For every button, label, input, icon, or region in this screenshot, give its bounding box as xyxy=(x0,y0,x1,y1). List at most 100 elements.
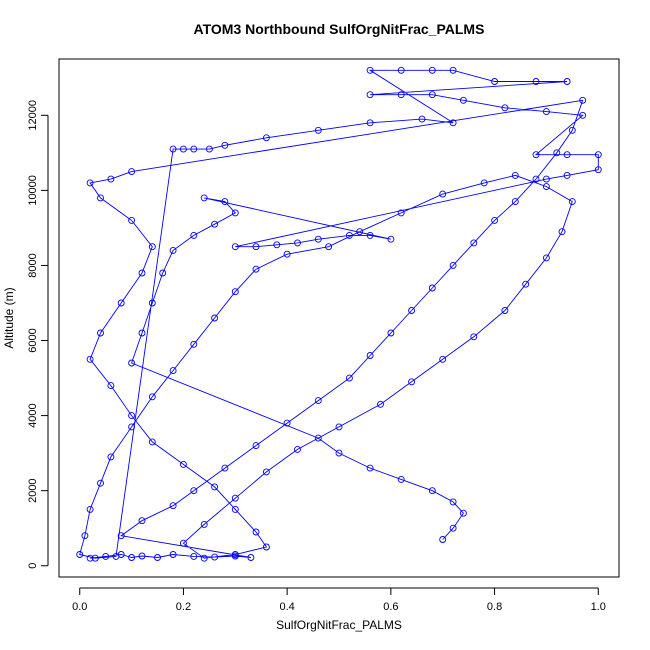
data-point xyxy=(128,168,136,176)
data-point xyxy=(190,487,198,495)
data-point xyxy=(532,151,540,159)
data-point xyxy=(76,551,84,558)
data-point xyxy=(247,554,255,561)
data-point xyxy=(459,509,467,517)
y-tick-label: 0 xyxy=(27,563,39,569)
data-point xyxy=(449,261,457,269)
y-tick-label: 6000 xyxy=(27,328,39,352)
data-point xyxy=(314,397,322,405)
data-point xyxy=(211,483,219,491)
data-point xyxy=(470,239,478,247)
data-point xyxy=(190,145,198,153)
data-point xyxy=(138,329,146,337)
data-point xyxy=(377,400,384,408)
data-point xyxy=(511,171,519,179)
data-point xyxy=(200,194,208,202)
data-point xyxy=(211,220,219,228)
data-point xyxy=(128,412,136,420)
data-point xyxy=(397,91,405,99)
data-point xyxy=(439,355,447,363)
data-point xyxy=(138,517,146,525)
data-point xyxy=(563,151,571,159)
data-point xyxy=(356,228,364,236)
x-tick-label: 1.0 xyxy=(591,601,606,613)
x-tick-label: 0.6 xyxy=(383,601,398,613)
data-point xyxy=(179,539,187,547)
data-point xyxy=(231,243,239,251)
data-point xyxy=(294,445,301,453)
data-point xyxy=(594,166,602,174)
x-tick-label: 0.4 xyxy=(279,601,294,613)
data-point xyxy=(594,151,602,159)
series-layer xyxy=(76,66,602,562)
data-point xyxy=(86,505,94,513)
plot-frame xyxy=(58,58,620,578)
data-point xyxy=(221,141,229,149)
data-point xyxy=(273,241,281,249)
data-point xyxy=(542,175,550,183)
data-point xyxy=(532,175,540,183)
data-point xyxy=(231,505,239,513)
x-tick-label: 0.8 xyxy=(487,601,502,613)
data-point xyxy=(283,419,291,427)
data-point xyxy=(470,333,478,341)
y-axis: 0 2000 4000 6000 8000 10000 12000 xyxy=(27,100,49,569)
data-point xyxy=(231,288,239,296)
data-point xyxy=(252,243,260,251)
data-point xyxy=(148,393,156,401)
data-point xyxy=(294,239,301,247)
data-point xyxy=(138,552,146,560)
data-point xyxy=(542,254,550,262)
data-point xyxy=(568,126,576,134)
data-point xyxy=(408,307,416,314)
data-point xyxy=(169,367,177,375)
data-point xyxy=(335,423,343,431)
data-point xyxy=(221,464,229,472)
data-point xyxy=(366,91,374,99)
data-point xyxy=(128,554,136,561)
data-point xyxy=(449,66,457,74)
data-point xyxy=(366,119,374,127)
data-point xyxy=(81,532,89,540)
data-point xyxy=(200,520,208,528)
data-point xyxy=(418,115,426,123)
data-point xyxy=(439,536,447,543)
data-point xyxy=(112,552,120,560)
data-point xyxy=(345,231,353,239)
data-point xyxy=(449,119,457,127)
data-point xyxy=(148,243,156,251)
y-axis-label: Altitude (m) xyxy=(2,287,16,348)
data-point xyxy=(205,145,213,153)
y-tick-label: 12000 xyxy=(27,100,39,131)
data-point xyxy=(501,307,509,314)
data-point xyxy=(501,104,509,112)
data-point xyxy=(542,108,550,116)
data-point xyxy=(387,235,395,243)
data-point xyxy=(128,423,136,431)
data-point xyxy=(428,487,436,495)
chart-title: ATOM3 Northbound SulfOrgNitFrac_PALMS xyxy=(194,21,485,37)
data-point xyxy=(579,111,587,119)
data-point xyxy=(97,194,104,202)
data-point xyxy=(97,479,104,487)
data-point xyxy=(231,494,239,502)
data-point xyxy=(148,299,156,307)
data-point xyxy=(117,532,125,540)
data-point xyxy=(522,280,530,288)
data-point xyxy=(211,314,219,322)
data-point xyxy=(449,524,457,532)
data-point xyxy=(107,175,115,183)
data-point xyxy=(335,449,343,457)
data-point xyxy=(542,183,550,191)
x-axis-label: SulfOrgNitFrac_PALMS xyxy=(276,618,402,632)
data-point xyxy=(397,209,405,217)
data-point xyxy=(532,78,540,85)
data-point xyxy=(262,468,270,476)
data-point xyxy=(169,246,177,254)
y-tick-label: 2000 xyxy=(27,478,39,502)
data-point xyxy=(558,228,566,236)
data-point xyxy=(579,96,587,104)
data-point xyxy=(366,231,374,239)
